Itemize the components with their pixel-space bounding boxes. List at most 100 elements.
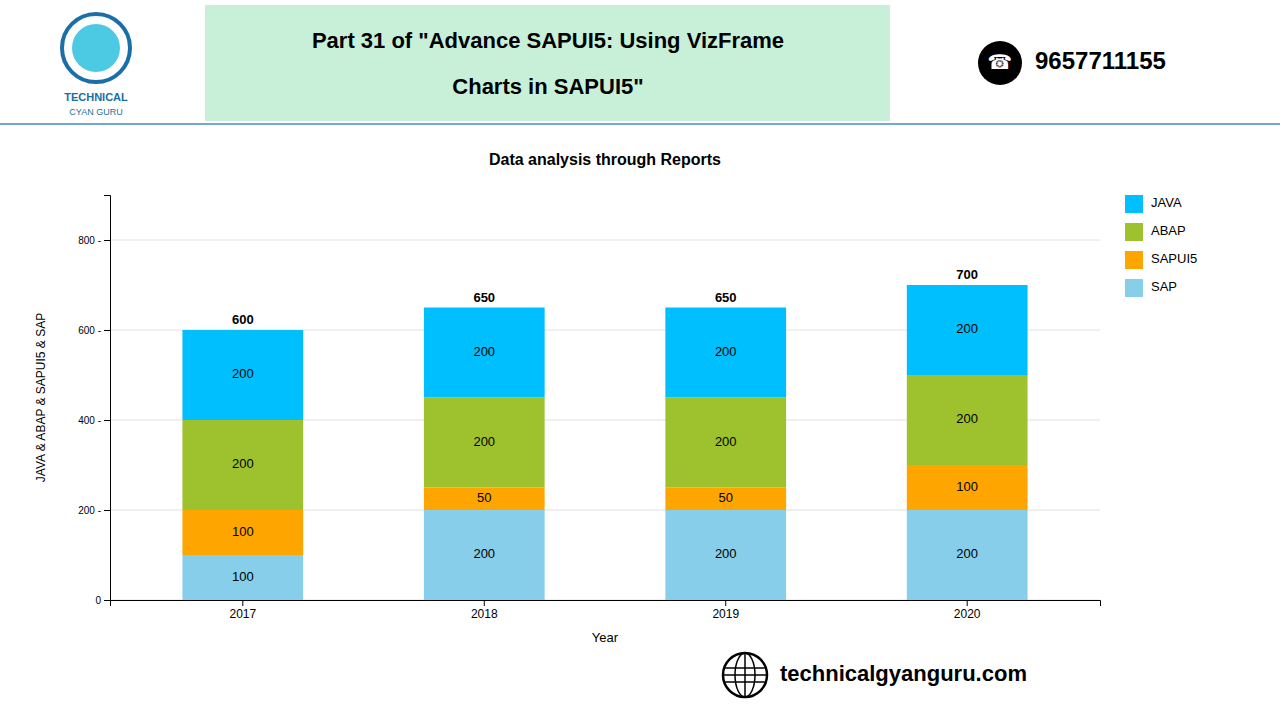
legend-swatch — [1125, 223, 1143, 241]
bar-segment — [665, 308, 786, 398]
logo-text: CYAN GURU — [69, 107, 122, 117]
y-tick: 0 — [95, 595, 110, 606]
x-tick-mark — [242, 600, 243, 606]
total-label: 650 — [715, 290, 737, 305]
bars — [182, 285, 1027, 600]
globe-outline — [723, 653, 767, 697]
y-tick-mark — [104, 240, 110, 241]
bar-segment — [665, 488, 786, 511]
legend-swatch — [1125, 195, 1143, 213]
data-label: 200 — [232, 366, 254, 381]
x-tick-label: 2017 — [229, 607, 256, 621]
logo-ring — [62, 14, 130, 82]
legend-swatch — [1125, 251, 1143, 269]
bar-segment — [907, 465, 1028, 510]
bar-segment — [424, 510, 545, 600]
bar-segment — [424, 308, 545, 398]
data-label: 200 — [715, 434, 737, 449]
bar-segment — [907, 510, 1028, 600]
data-label: 200 — [232, 456, 254, 471]
y-axis-title: JAVA & ABAP & SAPUI5 & SAP — [34, 313, 48, 482]
data-label: 100 — [232, 569, 254, 584]
phone-symbol: ☎ — [988, 51, 1013, 73]
legend-item: JAVA — [1125, 195, 1182, 213]
y-tick-label: 600 - — [78, 325, 101, 336]
y-tick-label: 400 - — [78, 415, 101, 426]
data-labels: 100 200 200 200 100 50 50 100 200 200 200 200 200 200… — [232, 267, 978, 584]
y-tick: 400 - — [78, 415, 110, 426]
y-tick: 600 - — [78, 325, 110, 336]
data-label: 50 — [477, 490, 491, 505]
logo-inner — [72, 24, 120, 72]
bar-segment — [424, 398, 545, 488]
x-tick: 2020 — [954, 600, 981, 621]
bar-segment — [182, 510, 303, 555]
legend: JAVA ABAP SAPUI5 SAP — [1125, 195, 1197, 297]
chart-title: Data analysis through Reports — [489, 151, 721, 168]
legend-label: SAP — [1151, 279, 1177, 294]
bar-segment — [907, 375, 1028, 465]
legend-item: SAPUI5 — [1125, 251, 1197, 269]
total-label: 700 — [956, 267, 978, 282]
data-label: 100 — [232, 524, 254, 539]
y-axis-line — [104, 196, 111, 601]
series — [182, 375, 1027, 510]
legend-item: ABAP — [1125, 223, 1186, 241]
data-label: 200 — [956, 546, 978, 561]
header — [0, 5, 1280, 124]
y-tick-mark — [104, 600, 110, 601]
globe-oval — [735, 653, 755, 697]
x-tick: 2017 — [229, 600, 256, 621]
globe-line — [744, 653, 746, 697]
series — [182, 510, 1027, 600]
grid — [110, 240, 1100, 600]
header-text: Charts in SAPUI5" — [452, 74, 643, 99]
data-label: 200 — [715, 546, 737, 561]
y-tick: 800 - — [78, 235, 110, 246]
data-label: 200 — [473, 434, 495, 449]
bar-segment — [665, 398, 786, 488]
y-tick: 200 - — [78, 505, 110, 516]
series — [182, 285, 1027, 420]
y-tick-mark — [104, 420, 110, 421]
y-tick-label: 0 — [95, 595, 101, 606]
bar-segment — [907, 285, 1028, 375]
total-label: 650 — [473, 290, 495, 305]
x-tick: 2019 — [712, 600, 739, 621]
data-label: 200 — [956, 321, 978, 336]
header-separator — [0, 123, 1280, 125]
grid-line — [110, 240, 1100, 241]
data-label: 100 — [956, 479, 978, 494]
y-axis: 0 200 - 400 - 600 - 800 - — [78, 196, 110, 606]
x-tick-label: 2020 — [954, 607, 981, 621]
bar-segment — [665, 510, 786, 600]
x-tick-mark — [484, 600, 485, 606]
x-tick: 2018 — [471, 600, 498, 621]
data-label: 200 — [956, 411, 978, 426]
legend-label: ABAP — [1151, 223, 1186, 238]
legend-item: SAP — [1125, 279, 1177, 297]
bar-segment — [424, 488, 545, 511]
phone-number: 9657711155 — [1035, 47, 1166, 74]
chart-root: TECHNICALCYAN GURUPart 31 of "Advance SA… — [0, 0, 1280, 720]
data-label: 200 — [473, 344, 495, 359]
x-tick-label: 2018 — [471, 607, 498, 621]
x-axis-line — [111, 601, 1101, 607]
y-tick-mark — [104, 330, 110, 331]
website: technicalgyanguru.com — [780, 661, 1027, 686]
logo-text: TECHNICAL — [64, 91, 128, 103]
bar-segment — [182, 555, 303, 600]
series — [182, 465, 1027, 555]
footer — [723, 653, 767, 697]
data-label: 200 — [473, 546, 495, 561]
globe-icon — [723, 653, 767, 697]
data-label: 50 — [718, 490, 732, 505]
legend-label: SAPUI5 — [1151, 251, 1197, 266]
bar-segment — [182, 330, 303, 420]
x-tick-mark — [967, 600, 968, 606]
x-tick-label: 2019 — [712, 607, 739, 621]
x-axis: 2017 2018 2019 2020 — [111, 600, 1101, 621]
y-tick-label: 200 - — [78, 505, 101, 516]
total-label: 600 — [232, 312, 254, 327]
data-label: 200 — [715, 344, 737, 359]
